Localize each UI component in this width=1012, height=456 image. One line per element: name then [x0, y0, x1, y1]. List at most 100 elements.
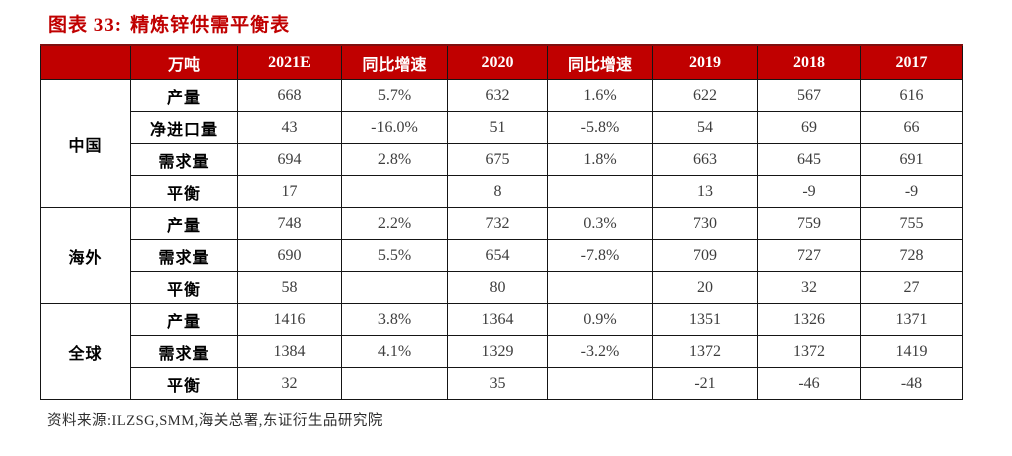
value-cell: 691: [860, 143, 963, 176]
value-cell: 709: [652, 239, 758, 272]
value-cell: 3.8%: [341, 303, 448, 336]
table-row: 全球 产量 1416 3.8% 1364 0.9% 1351 1326 1371: [40, 303, 963, 400]
value-cell: 4.1%: [341, 335, 448, 368]
table-row: 海外 产量 748 2.2% 732 0.3% 730 759 755: [40, 207, 963, 304]
column-header: 同比增速: [547, 44, 653, 80]
value-cell: 1364: [447, 303, 548, 336]
value-cell: 1419: [860, 335, 963, 368]
metric-cell: 平衡: [130, 271, 238, 304]
value-cell: 632: [447, 79, 548, 112]
value-cell: -7.8%: [547, 239, 653, 272]
metric-cell: 产量: [130, 207, 238, 240]
value-cell: 58: [237, 271, 342, 304]
metric-cell: 产量: [130, 79, 238, 112]
value-cell: 1326: [757, 303, 861, 336]
value-cell: 1329: [447, 335, 548, 368]
value-cell: 2.8%: [341, 143, 448, 176]
value-cell: 1371: [860, 303, 963, 336]
metric-cell: 需求量: [130, 335, 238, 368]
value-cell: 622: [652, 79, 758, 112]
value-cell: 690: [237, 239, 342, 272]
value-cell: 43: [237, 111, 342, 144]
value-cell: 5.7%: [341, 79, 448, 112]
value-cell: 694: [237, 143, 342, 176]
value-cell: -48: [860, 367, 963, 400]
data-source: 资料来源:ILZSG,SMM,海关总署,东证衍生品研究院: [47, 413, 383, 429]
column-header: 2020: [447, 44, 548, 80]
column-header: 2021E: [237, 44, 342, 80]
value-cell: 0.3%: [547, 207, 653, 240]
value-cell: 8: [447, 175, 548, 208]
metric-cell: 需求量: [130, 143, 238, 176]
value-cell: 755: [860, 207, 963, 240]
value-cell: -5.8%: [547, 111, 653, 144]
value-cell: -21: [652, 367, 758, 400]
table-row: 平衡 17 8 13 -9 -9: [41, 175, 963, 208]
value-cell: 5.5%: [341, 239, 448, 272]
value-cell: 668: [237, 79, 342, 112]
value-cell: 13: [652, 175, 758, 208]
metric-cell: 需求量: [130, 239, 238, 272]
metric-cell: 平衡: [130, 175, 238, 208]
value-cell: 759: [757, 207, 861, 240]
figure-number-label: 图表 33:: [48, 15, 123, 36]
value-cell: 675: [447, 143, 548, 176]
value-cell: 728: [860, 239, 963, 272]
value-cell: 663: [652, 143, 758, 176]
figure-title-text: 精炼锌供需平衡表: [130, 15, 291, 36]
value-cell: 17: [237, 175, 342, 208]
value-cell: 0.9%: [547, 303, 653, 336]
value-cell: [547, 271, 653, 304]
value-cell: 2.2%: [341, 207, 448, 240]
value-cell: -9: [757, 175, 861, 208]
value-cell: 732: [447, 207, 548, 240]
figure-title: 图表 33: 精炼锌供需平衡表: [48, 10, 1012, 37]
value-cell: 1372: [652, 335, 758, 368]
value-cell: 654: [447, 239, 548, 272]
value-cell: 645: [757, 143, 861, 176]
value-cell: 567: [757, 79, 861, 112]
value-cell: 748: [237, 207, 342, 240]
value-cell: 35: [447, 367, 548, 400]
value-cell: [547, 367, 653, 400]
column-header: 2018: [757, 44, 861, 80]
table-row: 平衡 58 80 20 32 27: [41, 271, 963, 304]
value-cell: 730: [652, 207, 758, 240]
value-cell: -3.2%: [547, 335, 653, 368]
value-cell: 1351: [652, 303, 758, 336]
value-cell: -46: [757, 367, 861, 400]
value-cell: 616: [860, 79, 963, 112]
table-header: 万吨 2021E 同比增速 2020 同比增速 2019 2018 2017: [40, 44, 963, 80]
table-row: 净进口量 43 -16.0% 51 -5.8% 54 69 66: [41, 111, 963, 144]
value-cell: 27: [860, 271, 963, 304]
value-cell: 51: [447, 111, 548, 144]
metric-cell: 产量: [130, 303, 238, 336]
column-header: 2019: [652, 44, 758, 80]
region-cell: 海外: [40, 207, 131, 304]
value-cell: 1384: [237, 335, 342, 368]
zinc-supply-demand-table: 万吨 2021E 同比增速 2020 同比增速 2019 2018 2017 中国 产量 668 5…: [40, 44, 963, 400]
value-cell: [341, 271, 448, 304]
table-row: 平衡 32 35 -21 -46 -48: [41, 367, 963, 400]
value-cell: 1372: [757, 335, 861, 368]
value-cell: 32: [757, 271, 861, 304]
table-row: 需求量 694 2.8% 675 1.8% 663 645 691: [41, 143, 963, 176]
metric-cell: 平衡: [130, 367, 238, 400]
table-header-row: 万吨 2021E 同比增速 2020 同比增速 2019 2018 2017: [40, 44, 963, 80]
column-header: 万吨: [130, 44, 238, 80]
value-cell: 69: [757, 111, 861, 144]
value-cell: -16.0%: [341, 111, 448, 144]
region-cell: 中国: [40, 79, 131, 208]
value-cell: 1416: [237, 303, 342, 336]
value-cell: [547, 175, 653, 208]
value-cell: 66: [860, 111, 963, 144]
table-row: 中国 产量 668 5.7% 632 1.6% 622 567 616: [40, 79, 963, 208]
value-cell: [341, 175, 448, 208]
value-cell: 80: [447, 271, 548, 304]
value-cell: [341, 367, 448, 400]
value-cell: 727: [757, 239, 861, 272]
value-cell: 32: [237, 367, 342, 400]
value-cell: -9: [860, 175, 963, 208]
value-cell: 1.8%: [547, 143, 653, 176]
table-row: 需求量 690 5.5% 654 -7.8% 709 727 728: [41, 239, 963, 272]
